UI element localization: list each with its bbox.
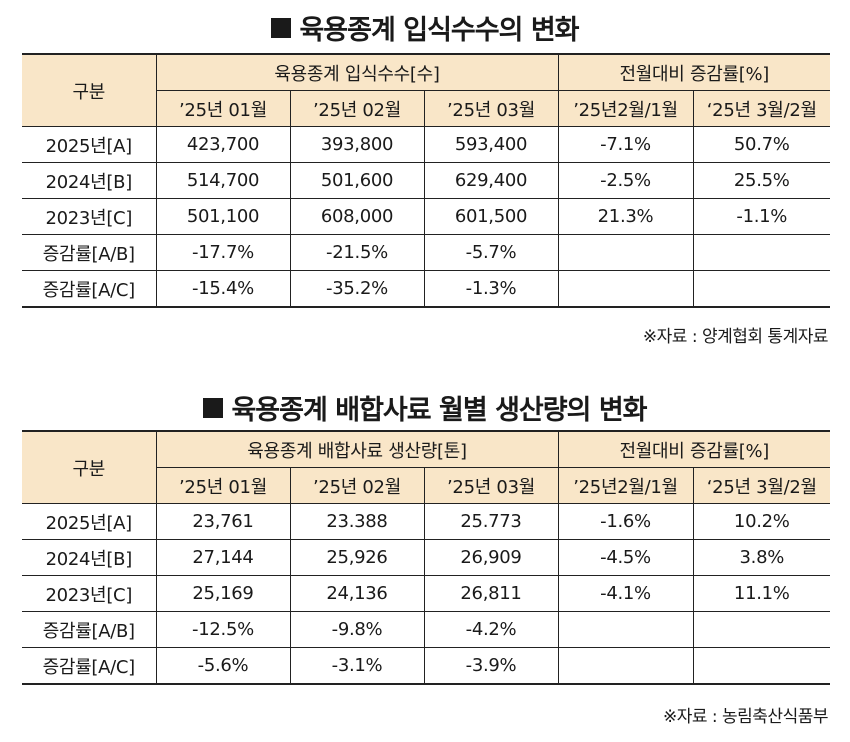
table1-title-text: 육용종계 입식수수의 변화 [299,15,579,46]
table2-title: 육용종계 배합사료 월별 생산량의 변화 [0,388,850,427]
cell: 24,136 [289,575,425,612]
cell [557,611,694,648]
cell: 393,800 [289,126,425,163]
table2-title-text: 육용종계 배합사료 월별 생산량의 변화 [231,395,647,426]
cell: -35.2% [289,270,425,308]
group-header-change: 전월대비 증감률[%] [557,430,831,468]
table-row: 증감률[A/C] -5.6% -3.1% -3.9% [22,647,831,685]
cell: 25,169 [155,575,291,612]
cell [557,647,694,685]
cell: 3.8% [692,539,831,576]
table-row: 증감률[A/B] -12.5% -9.8% -4.2% [22,611,831,648]
cell: -5.6% [155,647,291,685]
cell: -21.5% [289,234,425,271]
cell: -2.5% [557,162,694,199]
table-row: 2023년[C] 501,100 608,000 601,500 21.3% -… [22,198,830,235]
table1: 구분 육용종계 입식수수[수] 전월대비 증감률[%] ’25년 01월 ’25… [22,53,830,308]
row-label: 2023년[C] [22,575,157,612]
cell: 11.1% [692,575,831,612]
cell: 514,700 [155,162,291,199]
cell: -3.9% [423,647,559,685]
cell: 593,400 [423,126,559,163]
table1-title: 육용종계 입식수수의 변화 [0,8,850,47]
row-label: 2025년[A] [22,126,157,163]
header-label: 구분 [22,430,157,504]
cell [692,647,831,685]
table2-source: ※자료 : 농림축산식품부 [662,707,829,727]
table2: 구분 육용종계 배합사료 생산량[톤] 전월대비 증감률[%] ’25년 01월… [22,430,831,685]
cell [557,270,694,308]
col-header: ‘25년 3월/2월 [692,467,831,504]
cell: -1.6% [557,503,694,540]
cell [692,234,830,271]
table1-source: ※자료 : 양계협회 통계자료 [642,327,829,347]
cell: 26,811 [423,575,559,612]
col-header: ’25년 01월 [156,90,291,127]
cell: -9.8% [289,611,425,648]
cell: 25.773 [423,503,559,540]
cell: -15.4% [155,270,291,308]
cell: -4.1% [557,575,694,612]
row-label: 2024년[B] [22,162,157,199]
row-label: 2024년[B] [22,539,157,576]
cell [692,611,831,648]
row-label: 2023년[C] [22,198,157,235]
group-header-production: 육용종계 배합사료 생산량[톤] [155,430,559,468]
cell: 25,926 [289,539,425,576]
group-header-counts: 육용종계 입식수수[수] [155,53,559,91]
row-label: 증감률[A/B] [22,611,157,648]
cell: -1.1% [692,198,830,235]
table-row: 증감률[A/B] -17.7% -21.5% -5.7% [22,234,830,271]
cell: -7.1% [557,126,694,163]
cell: -4.2% [423,611,559,648]
cell: 608,000 [289,198,425,235]
col-header: ’25년 03월 [423,467,559,504]
row-label: 2025년[A] [22,503,157,540]
cell: 26,909 [423,539,559,576]
col-header: ’25년 02월 [289,467,425,504]
cell: 501,100 [155,198,291,235]
cell: -12.5% [155,611,291,648]
cell: 601,500 [423,198,559,235]
row-label: 증감률[A/B] [22,234,157,271]
cell: -3.1% [289,647,425,685]
table-row: 2025년[A] 23,761 23.388 25.773 -1.6% 10.2… [22,503,831,540]
cell [557,234,694,271]
cell: -17.7% [155,234,291,271]
cell: 423,700 [155,126,291,163]
square-bullet-icon [271,18,292,38]
row-label: 증감률[A/C] [22,647,157,685]
cell: 50.7% [692,126,830,163]
cell: 23.388 [289,503,425,540]
square-bullet-icon [203,398,224,418]
cell: 21.3% [557,198,694,235]
col-header: ’25년2월/1월 [557,90,694,127]
table-row: 증감률[A/C] -15.4% -35.2% -1.3% [22,270,830,308]
col-header: ’25년 03월 [423,90,559,127]
cell [692,270,830,308]
cell: -1.3% [423,270,559,308]
col-header: ’25년2월/1월 [557,467,694,504]
col-header: ‘25년 3월/2월 [692,90,830,127]
header-label: 구분 [22,53,157,127]
table-row: 2024년[B] 27,144 25,926 26,909 -4.5% 3.8% [22,539,831,576]
cell: 501,600 [289,162,425,199]
group-header-change: 전월대비 증감률[%] [557,53,830,91]
cell: 23,761 [155,503,291,540]
cell: 25.5% [692,162,830,199]
cell: 10.2% [692,503,831,540]
table-row: 2024년[B] 514,700 501,600 629,400 -2.5% 2… [22,162,830,199]
table-row: 2023년[C] 25,169 24,136 26,811 -4.1% 11.1… [22,575,831,612]
row-label: 증감률[A/C] [22,270,157,308]
cell: -4.5% [557,539,694,576]
table-row: 2025년[A] 423,700 393,800 593,400 -7.1% 5… [22,126,830,163]
cell: 27,144 [155,539,291,576]
cell: 629,400 [423,162,559,199]
col-header: ’25년 02월 [289,90,425,127]
col-header: ’25년 01월 [156,467,291,504]
cell: -5.7% [423,234,559,271]
